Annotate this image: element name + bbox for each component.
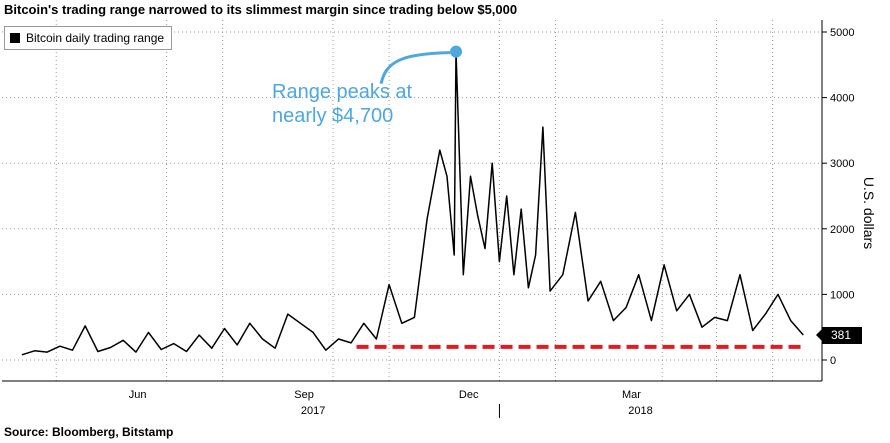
annotation-layer	[379, 45, 463, 85]
legend-swatch	[10, 33, 20, 43]
annotation-curve	[379, 51, 451, 85]
peak-marker	[450, 45, 463, 58]
series-line	[21, 50, 804, 356]
x-year-label: 2017	[301, 405, 325, 417]
source-note: Source: Bloomberg, Bitstamp	[4, 425, 174, 439]
y-axis-label: U.S. dollars	[861, 176, 877, 250]
legend: Bitcoin daily trading range	[4, 26, 173, 50]
x-year-label: 2018	[628, 405, 652, 417]
last-value-badge: 381	[816, 327, 862, 344]
y-tick-label: 0	[830, 355, 836, 367]
peak-annotation-text: Range peaks at nearly $4,700	[272, 81, 413, 127]
x-month-label: Sep	[294, 389, 314, 401]
y-tick-label: 5000	[830, 27, 854, 39]
y-tick-label: 3000	[830, 158, 854, 170]
x-month-label: Mar	[622, 389, 641, 401]
axes: 0 1000 2000 3000 4000 5000 Jun Sep Dec Mar 2017 201…	[2, 20, 854, 418]
x-month-label: Jun	[129, 389, 147, 401]
chart-title: Bitcoin's trading range narrowed to its …	[4, 2, 518, 17]
legend-label: Bitcoin daily trading range	[26, 31, 165, 45]
y-tick-label: 1000	[830, 289, 854, 301]
series-layer	[21, 50, 804, 356]
y-tick-label: 4000	[830, 93, 854, 105]
gridlines	[2, 20, 822, 381]
x-month-label: Dec	[459, 389, 479, 401]
y-tick-label: 2000	[830, 224, 854, 236]
